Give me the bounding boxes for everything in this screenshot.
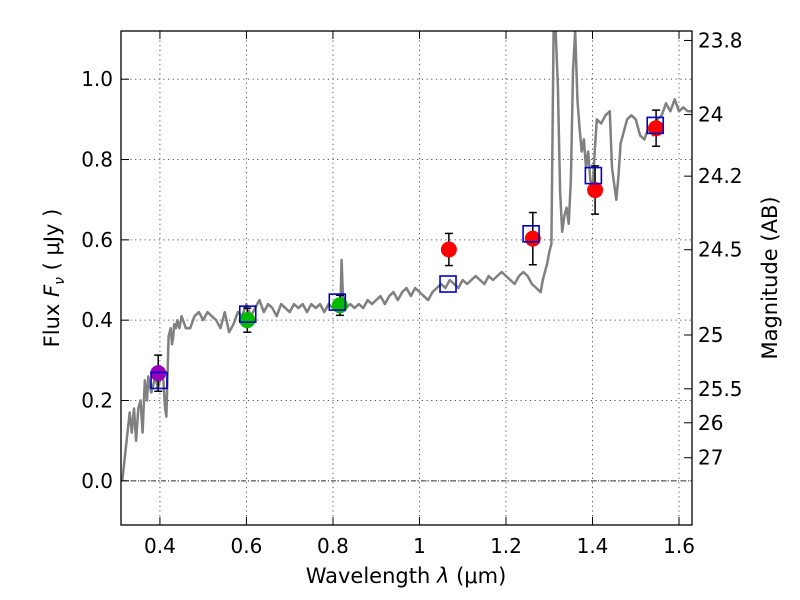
observed-photometry [150,109,665,393]
tick-labels: 0.4 0.6 0.8 1 1.2 1.4 1.6 0.0 0.2 0.4 0.6 0.8 1.0 23.… [81,28,742,558]
mag-tick-label: 25 [698,323,723,347]
observed-point [239,312,256,329]
grid-lines [121,31,692,525]
model-point [439,275,457,293]
y-tick-label: 0.8 [81,148,113,172]
model-point [584,166,603,185]
x-tick-label: 1.6 [663,534,695,558]
model-point [328,293,347,311]
mag-tick-label: 24.2 [698,164,743,188]
mag-tick-label: 26 [698,411,723,435]
y-axis-label: Flux Fν ( μJy ) [40,209,68,348]
model-point [646,116,665,135]
observed-point [648,120,665,137]
y-tick-label: 0.2 [81,388,113,412]
model-photometry [150,116,665,390]
mag-tick-label: 25.5 [698,377,743,401]
x-tick-label: 0.6 [231,534,263,558]
observed-point [587,182,604,199]
y-tick-label: 1.0 [81,67,113,91]
x-axis-label: Wavelength λ (μm) [306,564,507,588]
mag-tick-label: 23.8 [698,28,743,52]
x-tick-label: 0.8 [317,534,349,558]
observed-point [440,241,457,258]
model-spectrum-line [121,31,692,481]
mag-tick-label: 24 [698,103,723,127]
model-point [522,225,540,243]
observed-point [524,230,541,247]
plot-frame [120,30,693,526]
y-tick-label: 0.0 [81,469,113,493]
y-tick-label: 0.6 [81,228,113,252]
mag-tick-label: 24.5 [698,238,743,262]
model-point [150,371,168,390]
x-tick-label: 1 [413,534,426,558]
x-tick-label: 1.2 [490,534,522,558]
model-point [238,305,257,323]
mag-tick-label: 27 [698,446,723,470]
axis-ticks [121,31,692,525]
x-tick-label: 1.4 [577,534,609,558]
x-tick-label: 0.4 [144,534,176,558]
y-tick-label: 0.4 [81,308,113,332]
y2-axis-label: Magnitude (AB) [758,196,782,359]
